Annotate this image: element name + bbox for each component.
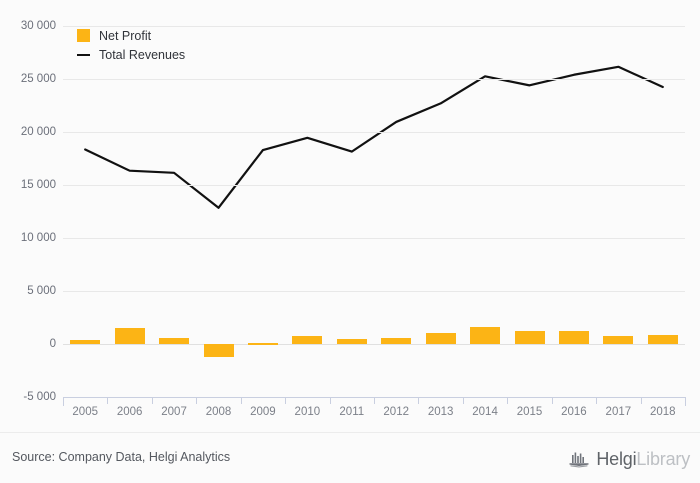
y-tick-label-30000: 30 000 — [20, 20, 56, 32]
book-bars-icon — [569, 452, 589, 468]
total-revenues-line — [84, 65, 664, 209]
legend-swatch-icon-total-revenues — [77, 48, 90, 61]
bar-2014[interactable] — [470, 326, 501, 344]
gridline-25000 — [63, 79, 685, 80]
x-tick-label-2005: 2005 — [72, 406, 98, 418]
x-tick-2 — [151, 397, 153, 404]
x-tick-label-2013: 2013 — [427, 406, 454, 418]
x-tick-7 — [374, 397, 375, 404]
bar-2011[interactable] — [336, 339, 367, 344]
bar-2018[interactable] — [647, 335, 678, 344]
x-tick-label-2006: 2006 — [116, 406, 143, 418]
gridline-30000 — [63, 26, 685, 27]
y-tick-label-25000: 25 000 — [20, 73, 56, 85]
brand-name-main: Helgi — [596, 448, 637, 469]
y-tick-label-10000: 10 000 — [20, 232, 56, 244]
bar-2010[interactable] — [292, 335, 323, 344]
x-tick-10 — [507, 397, 509, 404]
bar-2007[interactable] — [159, 338, 190, 344]
bar-2006[interactable] — [114, 328, 145, 344]
x-tick-label-2012: 2012 — [383, 406, 409, 418]
x-tick-5 — [285, 397, 287, 404]
line-series-layer — [84, 65, 664, 209]
bar-2017[interactable] — [603, 335, 634, 344]
x-tick-label-2011: 2011 — [339, 406, 365, 418]
x-tick-1 — [107, 397, 109, 404]
bar-2015[interactable] — [514, 331, 545, 344]
y-tick-label-0: 0 — [49, 338, 56, 350]
x-tick-label-2016: 2016 — [561, 406, 587, 418]
chart-legend: Net Profit Total Revenues — [77, 26, 185, 64]
x-tick-6 — [329, 397, 331, 404]
x-tick-12 — [596, 397, 598, 404]
y-axis-labels: -5 000 0 5 000 10 000 15 000 20 000 25 000 30 0… — [0, 20, 56, 403]
legend-swatch-icon-net-profit — [77, 29, 90, 42]
x-tick-label-2007: 2007 — [161, 406, 187, 418]
x-tick-14 — [685, 397, 686, 406]
x-tick-3 — [196, 397, 198, 404]
x-tick-label-2017: 2017 — [605, 406, 632, 418]
bar-2013[interactable] — [425, 332, 456, 344]
y-tick-label-5000: 5 000 — [27, 285, 56, 297]
x-tick-label-2008: 2008 — [205, 406, 232, 418]
x-tick-11 — [551, 397, 553, 404]
source-note: Source: Company Data, Helgi Analytics — [12, 450, 231, 464]
brand-name-sub: Library — [636, 448, 690, 469]
y-tick-label-15000: 15 000 — [20, 179, 56, 191]
x-tick-4 — [240, 397, 242, 404]
gridline-15000 — [63, 185, 685, 186]
x-tick-label-2010: 2010 — [294, 406, 321, 418]
footer-divider — [0, 432, 700, 433]
x-tick-0 — [63, 397, 64, 406]
gridline-5000 — [63, 291, 685, 292]
x-tick-8 — [418, 397, 420, 404]
legend-label-total-revenues: Total Revenues — [99, 47, 186, 62]
legend-item-total-revenues[interactable]: Total Revenues — [77, 45, 185, 64]
x-tick-label-2014: 2014 — [472, 406, 498, 418]
legend-label-net-profit: Net Profit — [99, 28, 152, 43]
bar-2009[interactable] — [247, 342, 278, 345]
x-tick-label-2015: 2015 — [516, 406, 543, 418]
legend-item-net-profit[interactable]: Net Profit — [77, 26, 185, 45]
bar-2008[interactable] — [203, 344, 234, 358]
bar-2016[interactable] — [558, 331, 589, 344]
x-tick-13 — [640, 397, 642, 404]
gridline-0 — [63, 344, 685, 345]
bar-2005[interactable] — [70, 339, 101, 344]
y-tick-label--5000: -5 000 — [23, 391, 56, 403]
x-tick-9 — [462, 397, 464, 404]
y-tick-label-20000: 20 000 — [20, 126, 56, 138]
brand-logo[interactable]: Helgi Library — [568, 448, 690, 470]
gridline-10000 — [63, 238, 685, 239]
bar-2012[interactable] — [381, 337, 412, 344]
x-tick-label-2009: 2009 — [250, 406, 276, 418]
x-tick-label-2018: 2018 — [649, 406, 676, 418]
gridline-20000 — [63, 132, 685, 133]
plot-area — [63, 26, 685, 398]
